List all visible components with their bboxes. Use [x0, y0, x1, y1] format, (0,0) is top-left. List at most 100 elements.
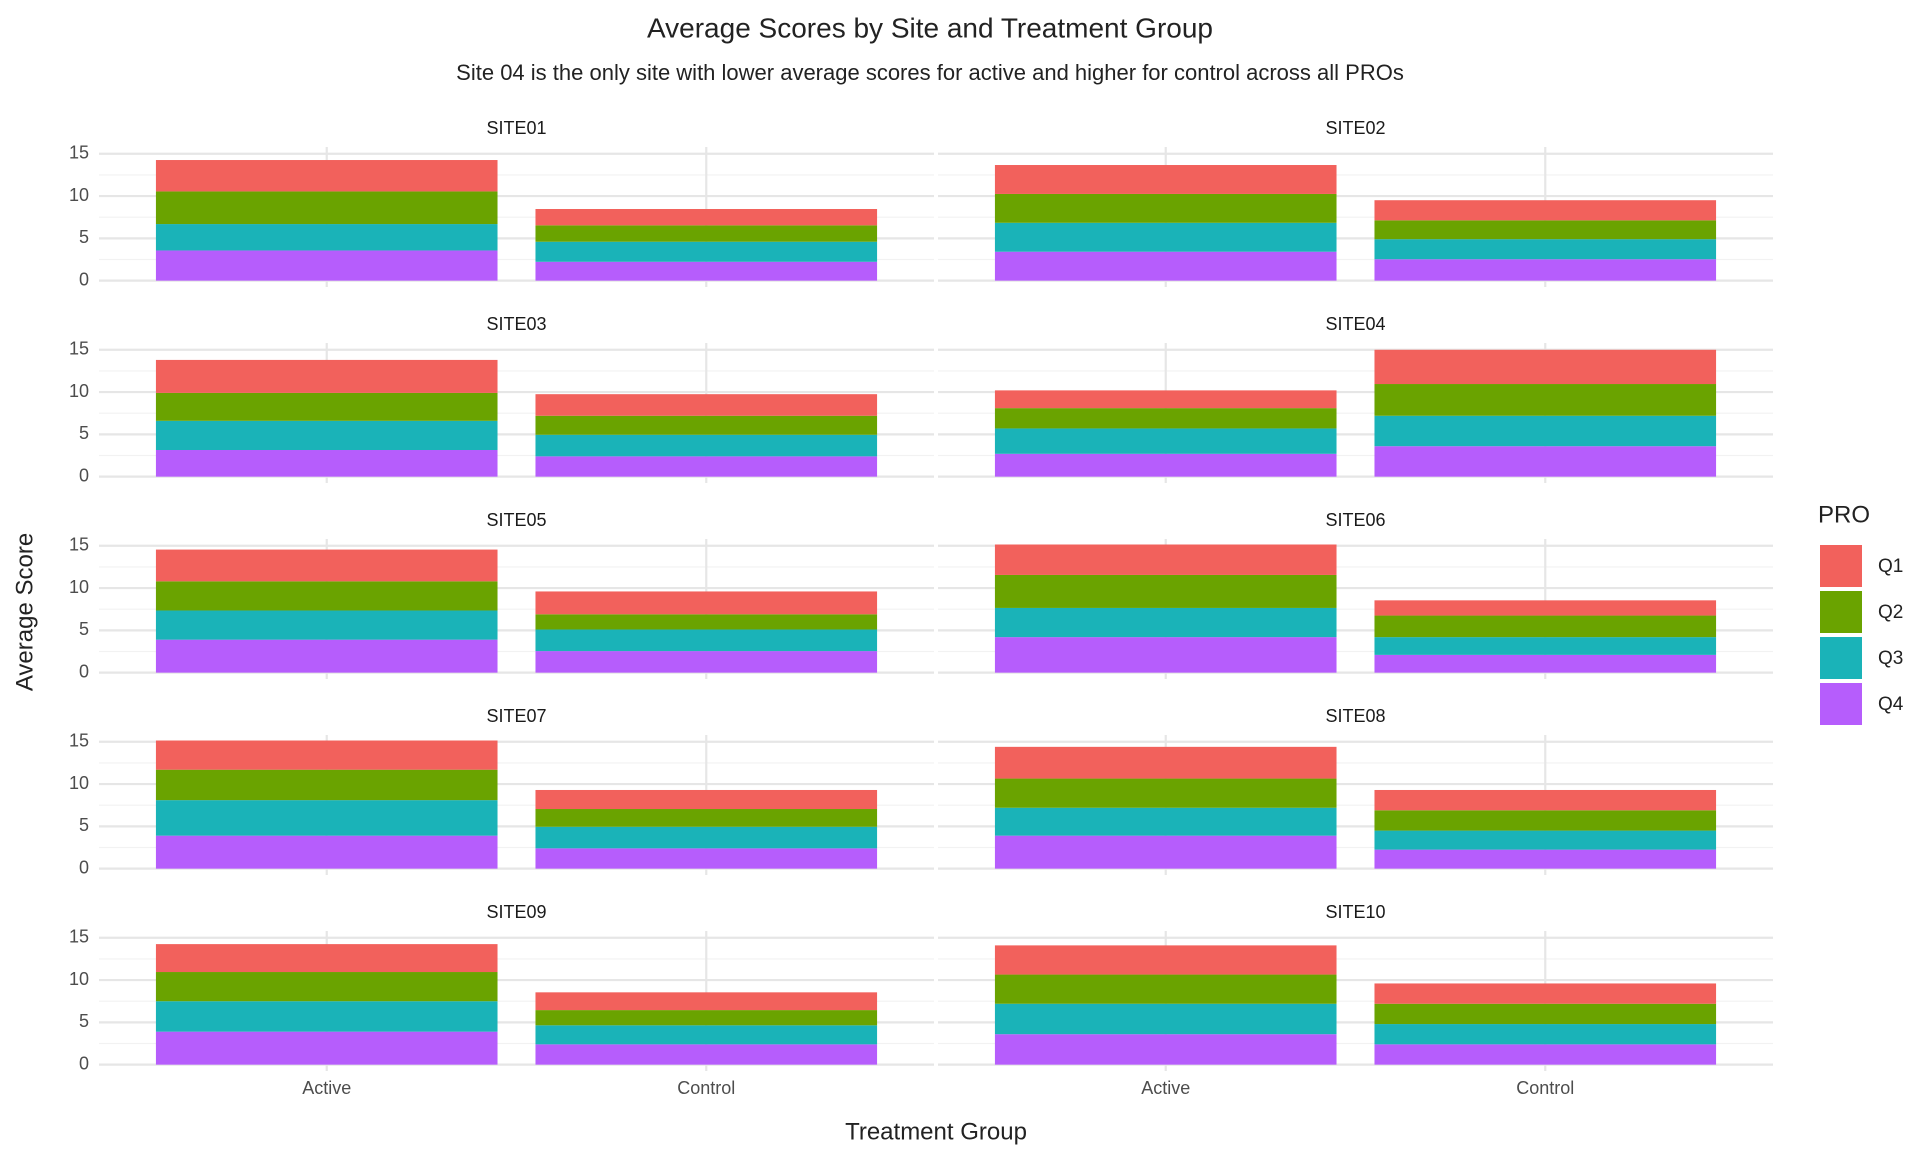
- bar-segment: [155, 769, 498, 801]
- bar-segment: [1374, 384, 1717, 416]
- bar-segment: [1374, 1044, 1717, 1065]
- bar-segment: [535, 591, 878, 615]
- bar-segment: [155, 160, 498, 192]
- bar-segment: [994, 835, 1337, 869]
- bar-segment: [535, 209, 878, 226]
- bar-segment: [535, 809, 878, 827]
- bar-segment: [994, 1003, 1337, 1035]
- bar-segment: [994, 1034, 1337, 1065]
- y-tick-label: 5: [79, 1011, 89, 1031]
- bar-segment: [994, 390, 1337, 409]
- bar-segment: [994, 544, 1337, 575]
- bar-segment: [155, 740, 498, 770]
- facet-title: SITE08: [1325, 706, 1385, 726]
- bar-segment: [155, 639, 498, 673]
- bar-segment: [994, 408, 1337, 429]
- bar-segment: [1374, 600, 1717, 616]
- bar-segment: [994, 945, 1337, 975]
- y-tick-label: 10: [69, 185, 89, 205]
- bar-segment: [994, 807, 1337, 836]
- bar-segment: [994, 165, 1337, 194]
- bar-segment: [535, 1010, 878, 1026]
- bar-segment: [1374, 983, 1717, 1004]
- y-axis-label: Average Score: [11, 533, 38, 691]
- bar-segment: [994, 428, 1337, 454]
- bar-segment: [1374, 220, 1717, 240]
- bar-segment: [994, 746, 1337, 779]
- facet-title: SITE09: [486, 902, 546, 922]
- x-tick-label: Control: [677, 1078, 735, 1098]
- bar-segment: [155, 191, 498, 225]
- bar-segment: [155, 610, 498, 640]
- x-axis-label: Treatment Group: [845, 1118, 1027, 1145]
- bar-segment: [535, 415, 878, 435]
- bar-segment: [535, 456, 878, 477]
- bar-segment: [1374, 810, 1717, 831]
- facet-title: SITE05: [486, 510, 546, 530]
- bar-segment: [994, 222, 1337, 252]
- bar-segment: [155, 1001, 498, 1032]
- facet-title: SITE06: [1325, 510, 1385, 530]
- y-tick-label: 10: [69, 381, 89, 401]
- bar-segment: [1374, 637, 1717, 655]
- facet-title: SITE03: [486, 314, 546, 334]
- bar-segment: [1374, 849, 1717, 869]
- y-tick-label: 0: [79, 465, 89, 485]
- facet-title: SITE07: [486, 706, 546, 726]
- legend-swatch: [1820, 591, 1862, 633]
- y-tick-label: 0: [79, 857, 89, 877]
- bar-segment: [535, 848, 878, 869]
- bar-segment: [155, 250, 498, 281]
- bar-segment: [535, 789, 878, 810]
- bar-segment: [155, 392, 498, 421]
- bar-segment: [155, 224, 498, 251]
- bar-segment: [535, 826, 878, 849]
- x-tick-label: Active: [302, 1078, 351, 1098]
- bar-segment: [535, 434, 878, 457]
- bar-segment: [535, 261, 878, 281]
- bar-segment: [155, 450, 498, 477]
- bar-segment: [155, 800, 498, 836]
- bar-segment: [994, 974, 1337, 1004]
- bar-segment: [155, 359, 498, 393]
- bar-segment: [1374, 259, 1717, 281]
- bar-segment: [155, 549, 498, 582]
- legend-swatch: [1820, 637, 1862, 679]
- bar-segment: [1374, 615, 1717, 638]
- bar-segment: [1374, 654, 1717, 673]
- facet-title: SITE04: [1325, 314, 1385, 334]
- y-tick-label: 0: [79, 661, 89, 681]
- bar-segment: [535, 629, 878, 652]
- y-tick-label: 0: [79, 269, 89, 289]
- x-tick-label: Active: [1141, 1078, 1190, 1098]
- bar-segment: [155, 944, 498, 973]
- y-tick-label: 10: [69, 577, 89, 597]
- bar-segment: [1374, 349, 1717, 385]
- bar-segment: [535, 1025, 878, 1045]
- y-tick-label: 5: [79, 815, 89, 835]
- y-tick-label: 15: [69, 143, 89, 163]
- bar-segment: [535, 651, 878, 673]
- bar-segment: [535, 1044, 878, 1065]
- legend-swatch: [1820, 545, 1862, 587]
- chart-subtitle: Site 04 is the only site with lower aver…: [456, 60, 1404, 85]
- bar-segment: [155, 835, 498, 869]
- legend-label: Q4: [1878, 694, 1904, 715]
- bar-segment: [994, 574, 1337, 608]
- facet-title: SITE01: [486, 118, 546, 138]
- bar-segment: [155, 972, 498, 1002]
- chart-title: Average Scores by Site and Treatment Gro…: [647, 12, 1213, 43]
- bar-segment: [155, 1031, 498, 1065]
- x-tick-label: Control: [1516, 1078, 1574, 1098]
- y-tick-label: 15: [69, 927, 89, 947]
- bar-segment: [155, 420, 498, 451]
- bar-segment: [994, 193, 1337, 223]
- y-tick-label: 10: [69, 969, 89, 989]
- bar-segment: [535, 992, 878, 1011]
- legend-label: Q3: [1878, 648, 1903, 669]
- y-tick-label: 5: [79, 619, 89, 639]
- y-tick-label: 15: [69, 339, 89, 359]
- legend-title: PRO: [1818, 501, 1870, 528]
- bar-segment: [535, 394, 878, 416]
